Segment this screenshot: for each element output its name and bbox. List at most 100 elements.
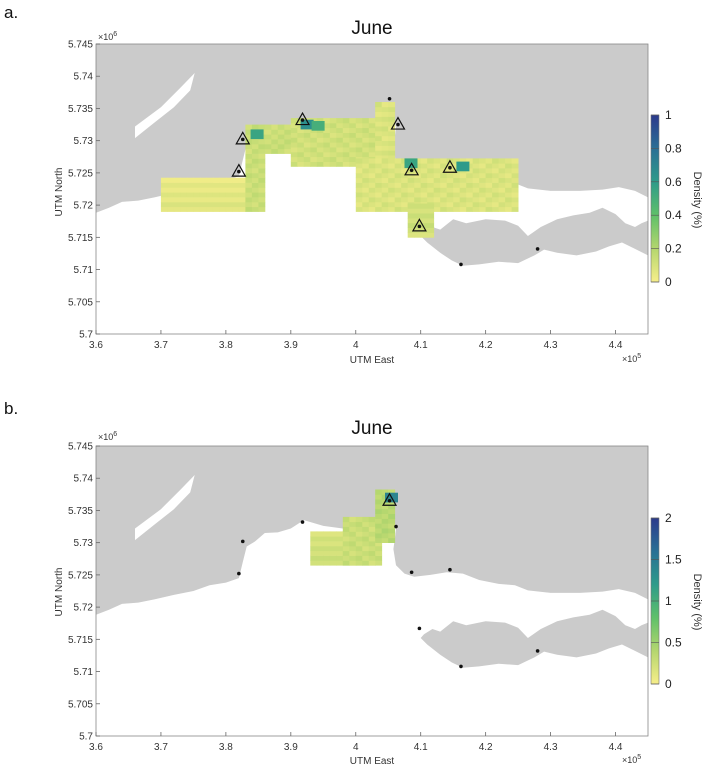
panel-a-density-cell [173,177,181,183]
panel-a-density-cell [297,151,305,158]
panel-a-density-cell [349,122,357,129]
panel-a-xlabel: UTM East [350,355,395,366]
panel-b-density-cell [336,550,344,556]
panel-a-density-cell [375,192,383,198]
panel-a-density-cell [251,187,259,193]
panel-a-density-cell [368,122,376,129]
panel-a-density-cell [479,187,487,193]
panel-b-density-cell [381,513,389,519]
panel-a-density-cell [472,182,480,188]
panel-b-density-cell [368,555,376,561]
panel-a-density-cell [375,168,383,174]
panel-a-density-cell [368,137,376,143]
panel-a-density-cell [492,187,499,193]
panel-a-density-cell [381,116,389,122]
panel-a-density-cell [459,201,467,208]
panel-a-density-cell [394,177,402,183]
panel-b-colorbar-tick-label: 1.5 [665,553,682,567]
panel-b-density-cell [336,545,344,552]
panel-b-density-cell [342,526,350,532]
panel-a-density-cell [310,147,318,153]
panel-a-density-cell [323,147,331,153]
panel-a-density-cell [492,158,499,164]
panel-a-density-cell [511,206,519,212]
panel-a-density-cell [329,151,337,158]
panel-a-density-cell [238,182,246,188]
panel-a-density-cell [290,132,298,138]
panel-b-density-cell [342,555,350,561]
panel-a-density-region [264,124,292,154]
panel-b-density-cell [323,531,331,537]
panel-a-density-cell [433,206,441,212]
panel-a-density-cell [472,163,480,169]
panel-a-density-cell [310,137,318,143]
station-dot-icon [240,539,245,544]
panel-a-density-cell [420,203,428,209]
panel-a-density-cell [362,132,370,138]
panel-a-density-cell [225,187,233,193]
panel-a-density-cell [505,182,512,188]
panel-b-density-cell [375,513,383,519]
panel-a-density-cell [258,153,266,159]
panel-a-density-cell [219,177,227,183]
panel-a-density-cell [420,218,428,224]
panel-a-density-cell [414,218,422,224]
panel-a-density-cell [264,129,272,135]
panel-a-density-cell [388,135,396,141]
panel-a-density-cell [420,197,428,203]
panel-b-density-cell [375,528,383,534]
panel-a-density-cell [167,187,175,193]
panel-a-density-cell [440,172,448,179]
panel-b-density-cell [349,521,357,527]
panel-a-density-cell [407,177,415,183]
panel-b-density-cell [381,533,389,539]
panel-a-density-cell [206,177,214,183]
panel-a-density-cell [362,168,370,174]
panel-b-station [417,626,422,631]
panel-a-density-cell [271,148,279,154]
panel-a-density-cell [472,197,480,203]
panel-a-density-cell [245,124,253,130]
panel-a-density-cell [342,127,350,133]
panel-a-density-cell [290,122,298,129]
panel-a-density-cell [167,201,175,208]
panel-a-density-cell [505,192,512,198]
panel-a-density-cell [336,142,344,148]
panel-a-density-cell [492,177,499,183]
panel-b-colorbar: 0 0.5 1 1.5 2 [650,511,682,691]
panel-a-station [231,163,247,177]
panel-a-density-cell [206,206,214,212]
panel-b-density-cell [342,545,350,552]
panel-a-density-cell [297,127,305,133]
panel-a-density-cell [329,147,337,153]
panel-a-x-tick-label: 4 [353,340,359,351]
panel-a-density-cell [199,177,207,183]
panel-a-density-cell [271,124,279,130]
panel-a-density-cell [407,208,415,214]
panel-a-density-cell [323,137,331,143]
panel-b-density-cell [342,541,350,547]
panel-a-density-cell [401,177,409,183]
panel-a-density-cell [193,197,201,203]
panel-a-density-cell [355,163,363,169]
panel-b-density-cell [375,555,383,561]
panel-a-density-cell [427,158,435,164]
panel-a-y-tick-label: 5.725 [68,168,93,179]
panel-a-density-cell [206,192,214,198]
panel-a-density-cell [388,111,396,117]
panel-b-density-cell [336,536,344,542]
panel-a-density-cell [381,121,389,127]
panel-b-density-cell [388,537,396,543]
panel-a-y-tick-label: 5.72 [74,201,94,212]
panel-a-density-cell [167,197,175,203]
panel-a-density-cell [427,227,435,233]
panel-a-density-cell [180,197,188,203]
panel-a-density-cell [219,192,227,198]
panel-b-station [240,539,245,544]
station-dot-icon [237,571,241,576]
panel-a-density-cell [303,137,311,143]
panel-a-density-cell [297,142,305,148]
panel-a-density-cell [284,143,292,150]
panel-a-density-cell [388,187,396,193]
panel-a-density-cell [433,163,441,169]
